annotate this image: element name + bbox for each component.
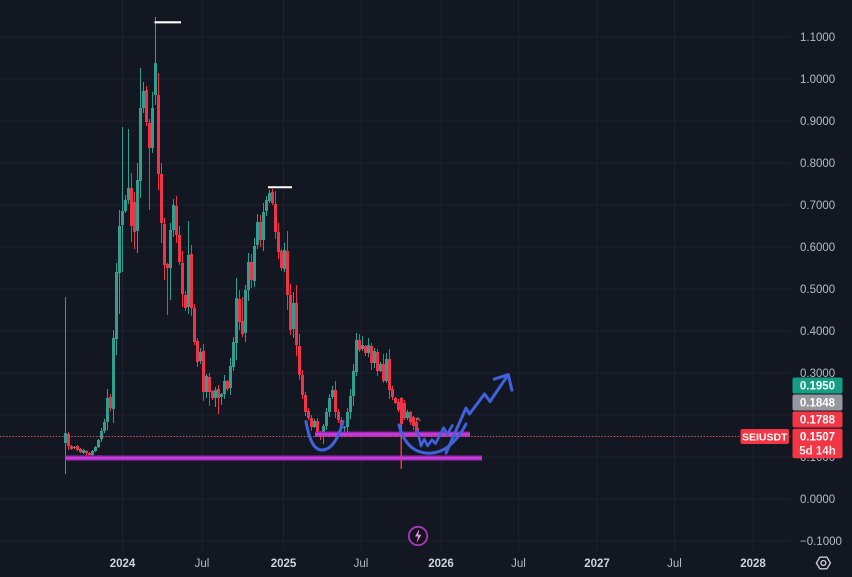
- svg-text:Jul: Jul: [354, 558, 369, 570]
- svg-text:0.5000: 0.5000: [800, 284, 835, 296]
- svg-text:0.1507: 0.1507: [800, 431, 835, 443]
- svg-text:2028: 2028: [740, 558, 766, 570]
- svg-text:0.7000: 0.7000: [800, 200, 835, 212]
- svg-text:2024: 2024: [110, 558, 136, 570]
- svg-text:5d 14h: 5d 14h: [799, 446, 835, 458]
- svg-text:−0.1000: −0.1000: [800, 536, 842, 548]
- svg-text:1.0000: 1.0000: [800, 74, 835, 86]
- svg-text:SEIUSDT: SEIUSDT: [742, 432, 788, 444]
- svg-text:0.9000: 0.9000: [800, 116, 835, 128]
- svg-text:Jul: Jul: [667, 558, 682, 570]
- svg-text:0.4000: 0.4000: [800, 326, 835, 338]
- svg-text:Jul: Jul: [195, 558, 210, 570]
- svg-text:2025: 2025: [271, 558, 297, 570]
- svg-text:0.1788: 0.1788: [800, 415, 836, 427]
- svg-text:2027: 2027: [584, 558, 610, 570]
- svg-text:Jul: Jul: [511, 558, 526, 570]
- svg-text:0.1848: 0.1848: [800, 398, 836, 410]
- svg-text:2026: 2026: [428, 558, 454, 570]
- svg-text:0.3000: 0.3000: [800, 368, 835, 380]
- svg-text:0.1950: 0.1950: [800, 381, 835, 393]
- svg-text:0.8000: 0.8000: [800, 158, 835, 170]
- svg-text:1.1000: 1.1000: [800, 32, 835, 44]
- svg-text:0.0000: 0.0000: [800, 494, 835, 506]
- svg-text:0.6000: 0.6000: [800, 242, 835, 254]
